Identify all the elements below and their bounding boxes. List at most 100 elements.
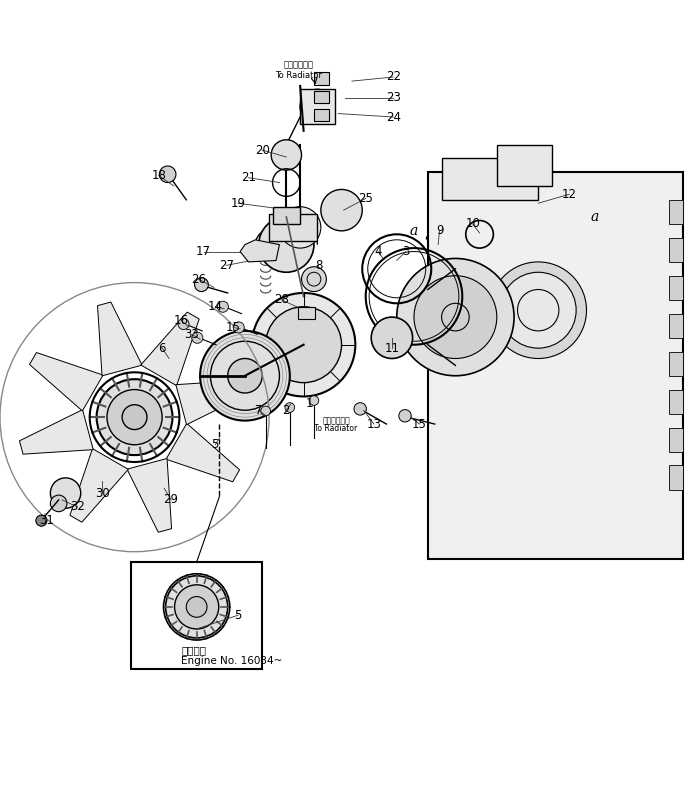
Circle shape — [271, 140, 302, 170]
Bar — [131, 562, 262, 669]
Circle shape — [261, 406, 270, 416]
Text: 8: 8 — [315, 259, 322, 272]
Bar — [269, 214, 317, 241]
Circle shape — [300, 90, 335, 124]
Bar — [669, 428, 683, 452]
Bar — [273, 207, 300, 224]
Text: 9: 9 — [436, 224, 443, 237]
Circle shape — [490, 262, 586, 358]
Bar — [298, 307, 315, 319]
Circle shape — [97, 379, 172, 455]
Text: 11: 11 — [384, 342, 400, 354]
Circle shape — [397, 259, 514, 376]
Bar — [669, 200, 683, 224]
Text: 16: 16 — [174, 314, 189, 327]
Circle shape — [175, 585, 219, 629]
Circle shape — [122, 405, 147, 430]
Circle shape — [266, 307, 342, 383]
Text: 21: 21 — [241, 171, 256, 184]
Bar — [497, 145, 552, 186]
Text: 5: 5 — [212, 439, 219, 451]
Text: 28: 28 — [274, 293, 289, 307]
Circle shape — [159, 166, 176, 182]
Text: 4: 4 — [375, 245, 382, 258]
Polygon shape — [70, 449, 128, 522]
Text: 14: 14 — [208, 300, 223, 314]
Bar — [428, 172, 683, 559]
Text: Engine No. 16034~: Engine No. 16034~ — [181, 656, 283, 666]
Text: 32: 32 — [70, 501, 85, 513]
Circle shape — [50, 478, 81, 509]
Circle shape — [217, 301, 228, 312]
Circle shape — [500, 272, 576, 348]
Bar — [669, 276, 683, 299]
Bar — [669, 237, 683, 262]
Text: 2: 2 — [283, 404, 290, 417]
Circle shape — [259, 217, 314, 272]
Text: 19: 19 — [230, 196, 246, 210]
Polygon shape — [127, 458, 172, 532]
Circle shape — [186, 597, 207, 617]
Bar — [300, 90, 335, 124]
Circle shape — [354, 402, 366, 415]
Bar — [669, 390, 683, 413]
Polygon shape — [176, 380, 250, 424]
Bar — [442, 159, 538, 200]
Text: To Radiator: To Radiator — [315, 424, 357, 433]
Bar — [669, 465, 683, 490]
Circle shape — [233, 322, 244, 333]
Circle shape — [302, 266, 326, 292]
Circle shape — [228, 358, 262, 393]
Text: 17: 17 — [196, 245, 211, 258]
Circle shape — [200, 331, 290, 421]
Text: 13: 13 — [366, 417, 382, 431]
Text: 3: 3 — [402, 245, 409, 258]
Polygon shape — [30, 353, 103, 411]
Circle shape — [192, 332, 203, 343]
Bar — [314, 108, 329, 121]
Circle shape — [178, 318, 189, 329]
Text: 29: 29 — [164, 494, 179, 506]
Circle shape — [279, 207, 321, 248]
Text: 26: 26 — [191, 273, 206, 285]
Text: 30: 30 — [95, 487, 110, 500]
Text: 15: 15 — [412, 417, 427, 431]
Bar — [669, 314, 683, 338]
Polygon shape — [97, 302, 142, 376]
Text: 22: 22 — [386, 71, 401, 83]
Bar — [314, 72, 329, 85]
Circle shape — [50, 495, 67, 512]
Polygon shape — [19, 410, 93, 454]
Text: 1: 1 — [306, 397, 313, 410]
Text: 23: 23 — [386, 91, 401, 105]
Circle shape — [285, 402, 295, 413]
Bar — [314, 90, 329, 103]
Circle shape — [399, 410, 411, 422]
Circle shape — [36, 515, 47, 526]
Bar — [669, 351, 683, 376]
Text: ラジエータへ: ラジエータへ — [322, 416, 350, 425]
Text: ラジエータへ: ラジエータへ — [284, 61, 314, 70]
Circle shape — [107, 390, 162, 445]
Polygon shape — [240, 240, 279, 262]
Circle shape — [414, 276, 497, 358]
Text: 27: 27 — [219, 259, 234, 272]
Text: 12: 12 — [562, 188, 577, 200]
Text: 15: 15 — [226, 321, 241, 334]
Text: 24: 24 — [386, 111, 401, 123]
Text: 7: 7 — [255, 404, 262, 417]
Circle shape — [252, 293, 355, 396]
Text: 33: 33 — [184, 328, 199, 341]
Text: 20: 20 — [255, 144, 270, 156]
Polygon shape — [166, 424, 239, 482]
Circle shape — [371, 317, 413, 358]
Text: 31: 31 — [39, 514, 55, 527]
Text: To Radiator: To Radiator — [275, 71, 322, 80]
Circle shape — [195, 277, 208, 292]
Text: a: a — [410, 224, 418, 238]
Text: 5: 5 — [235, 608, 242, 622]
Text: 18: 18 — [151, 169, 166, 182]
Circle shape — [309, 396, 319, 406]
Circle shape — [166, 576, 228, 638]
Polygon shape — [141, 312, 199, 386]
